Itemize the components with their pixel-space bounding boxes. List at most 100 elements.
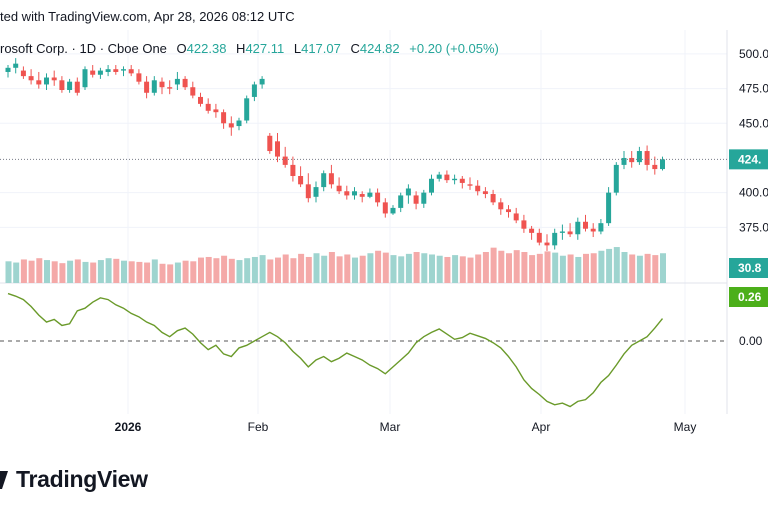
volume-bar [375, 250, 382, 283]
volume-bar [151, 259, 158, 283]
volume-bar [167, 264, 174, 283]
candle-body [606, 192, 612, 224]
price-tick-label: 500.00 [739, 47, 768, 61]
candle-body [336, 185, 342, 192]
volume-bar [652, 255, 659, 283]
volume-bar [513, 250, 520, 283]
candle-body [613, 164, 619, 193]
candle-body [644, 151, 650, 165]
volume-bar [121, 260, 127, 283]
candle-body [259, 78, 265, 85]
candle-body [590, 228, 596, 232]
candlesticks[interactable] [5, 58, 666, 251]
volume-bar [174, 262, 181, 283]
candle-body [621, 157, 627, 165]
volume-bar [583, 253, 589, 283]
chart-legend: rosoft Corp. · 1D · Cboe One O422.38 H42… [0, 41, 499, 56]
time-axis-label: 2026 [115, 420, 142, 434]
indicator-tag [729, 287, 768, 307]
legend-high-label: H [236, 41, 245, 56]
volume-bar [459, 256, 466, 283]
candle-body [459, 178, 465, 183]
volume-bar [367, 253, 374, 283]
volume-bar [506, 253, 512, 283]
legend-low-value: 417.07 [301, 41, 341, 56]
volume-bar [436, 255, 443, 283]
candle-body [660, 159, 665, 170]
candle-body [629, 157, 635, 163]
legend-high-value: 427.11 [245, 41, 284, 56]
volume-bar [405, 253, 412, 283]
legend-open-label: O [177, 41, 187, 56]
candle-body [244, 98, 250, 121]
candle-body [567, 231, 573, 235]
volume-bar [321, 255, 328, 283]
price-tick-label: 450.00 [739, 116, 768, 130]
grid-lines [0, 30, 728, 414]
time-axis-label: May [674, 420, 697, 434]
candle-body [352, 191, 357, 196]
volume-bar [621, 252, 628, 283]
candle-body [598, 223, 604, 232]
candle-body [513, 213, 519, 221]
volume-bar [328, 252, 335, 283]
candle-body [121, 69, 126, 71]
candle-body [144, 81, 150, 93]
candle-body [275, 141, 280, 157]
volume-bar [498, 250, 505, 283]
volume-bar [390, 255, 397, 283]
candle-body [159, 81, 165, 88]
volume-bar [182, 260, 189, 283]
candle-body [405, 188, 411, 196]
volume-bar [82, 261, 89, 283]
candle-body [74, 81, 80, 93]
candle-body [359, 194, 365, 197]
candle-body [205, 103, 211, 111]
volume-bar [613, 247, 620, 283]
volume-bar [352, 257, 358, 283]
candle-body [13, 63, 19, 68]
candle-body [36, 80, 42, 85]
candle-body [559, 231, 565, 233]
volume-bar [413, 252, 420, 283]
volume-bar [290, 258, 297, 283]
volume-bar [105, 258, 112, 283]
candle-body [313, 187, 319, 197]
axes: 500.00 475.00 450.00 400.00 375.00 424. 30.8 0.… [0, 47, 768, 434]
volume-bar [205, 256, 212, 283]
candle-body [213, 109, 219, 113]
volume-bar [490, 247, 497, 283]
volume-bar [90, 262, 97, 283]
volume-bar [482, 252, 489, 283]
candle-body [467, 184, 473, 186]
candle-body [552, 232, 558, 246]
volume-bar [74, 259, 81, 283]
candle-body [421, 192, 427, 204]
candle-body [59, 80, 65, 90]
volume-bar [228, 258, 235, 283]
volume-tag [729, 258, 768, 278]
volume-bar [28, 260, 35, 283]
volume-bar [221, 255, 228, 283]
volume-bar [359, 255, 366, 283]
candle-body [174, 78, 180, 85]
volume-bar [298, 253, 305, 283]
volume-bar [629, 254, 636, 283]
indicator-tag-text: 0.26 [738, 290, 762, 304]
price-tick-label: 375.00 [739, 220, 768, 234]
candle-body [20, 70, 26, 77]
indicator-zero-label: 0.00 [739, 334, 763, 348]
volume-bar [67, 260, 74, 283]
brand-footer[interactable]: TradingView [0, 462, 148, 496]
volume-bar [128, 261, 135, 283]
candle-body [636, 151, 642, 163]
candle-body [90, 70, 96, 75]
volume-bar [136, 261, 143, 283]
volume-bar [452, 255, 459, 283]
legend-change: +0.20 (+0.05%) [409, 41, 499, 56]
candle-body [113, 69, 119, 72]
candle-body [267, 135, 273, 152]
watermark-header: ted with TradingView.com, Apr 28, 2026 0… [0, 9, 295, 24]
volume-bar [36, 258, 43, 283]
